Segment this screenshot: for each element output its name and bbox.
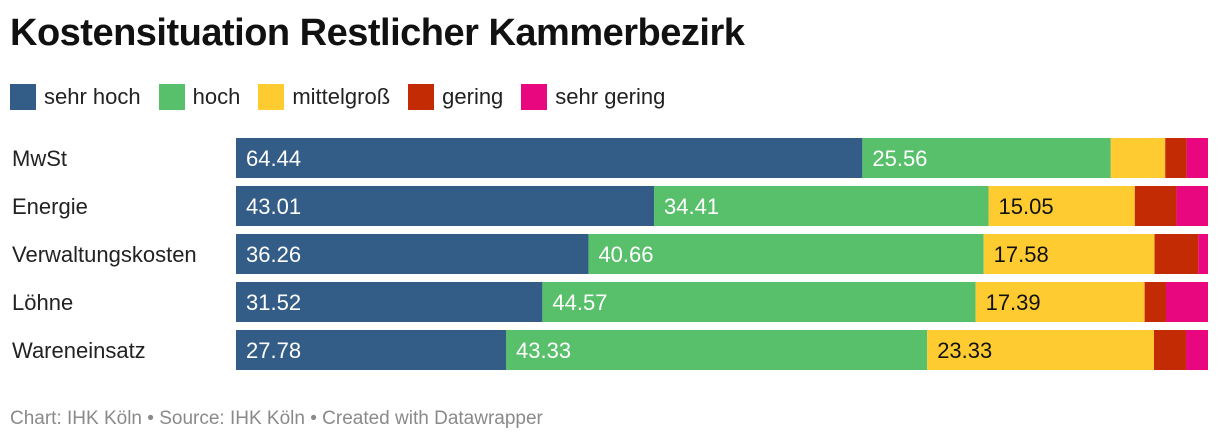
value-label-verwaltungskosten-mittelgross: 17.58: [994, 242, 1049, 267]
bar-wareneinsatz-sehr-hoch: [236, 330, 507, 370]
bar-loehne-hoch: [542, 282, 976, 322]
bar-loehne-gering: [1144, 282, 1167, 322]
value-label-wareneinsatz-mittelgross: 23.33: [937, 338, 992, 363]
value-label-mwst-sehr-hoch: 64.44: [246, 146, 301, 171]
legend-item-hoch: hoch: [158, 84, 241, 110]
value-label-energie-mittelgross: 15.05: [999, 194, 1054, 219]
bar-energie-sehr-gering: [1176, 186, 1208, 226]
legend-label-sehr-gering: sehr gering: [555, 84, 666, 109]
value-label-energie-sehr-hoch: 43.01: [246, 194, 301, 219]
category-label-verwaltungskosten: Verwaltungskosten: [12, 242, 197, 267]
value-label-wareneinsatz-sehr-hoch: 27.78: [246, 338, 301, 363]
bar-energie-hoch: [654, 186, 989, 226]
value-label-loehne-hoch: 44.57: [552, 290, 607, 315]
legend-swatch-sehr-hoch: [10, 84, 36, 110]
bar-mwst-sehr-gering: [1186, 138, 1208, 178]
bar-loehne-sehr-hoch: [236, 282, 543, 322]
value-label-verwaltungskosten-hoch: 40.66: [598, 242, 653, 267]
bar-wareneinsatz-hoch: [506, 330, 928, 370]
bar-verwaltungskosten-sehr-hoch: [236, 234, 589, 274]
category-label-wareneinsatz: Wareneinsatz: [12, 338, 146, 363]
bar-energie-gering: [1134, 186, 1177, 226]
bar-mwst-gering: [1165, 138, 1187, 178]
bar-mwst-hoch: [862, 138, 1111, 178]
bar-loehne-mittelgross: [975, 282, 1145, 322]
legend-label-sehr-hoch: sehr hoch: [44, 84, 141, 109]
legend-label-hoch: hoch: [192, 84, 241, 109]
legend-item-gering: gering: [408, 84, 503, 110]
chart-title: Kostensituation Restlicher Kammerbezirk: [10, 12, 745, 54]
bar-wareneinsatz-gering: [1153, 330, 1187, 370]
bar-wareneinsatz-sehr-gering: [1186, 330, 1208, 370]
bar-wareneinsatz-mittelgross: [927, 330, 1154, 370]
category-label-mwst: MwSt: [12, 146, 67, 171]
chart-footer: Chart: IHK Köln • Source: IHK Köln • Cre…: [10, 408, 543, 429]
legend-label-mittelgross: mittelgroß: [292, 84, 391, 109]
value-label-loehne-mittelgross: 17.39: [986, 290, 1041, 315]
legend-item-sehr-hoch: sehr hoch: [10, 84, 141, 110]
bar-mwst-mittelgross: [1110, 138, 1166, 178]
bar-verwaltungskosten-hoch: [588, 234, 984, 274]
category-label-energie: Energie: [12, 194, 88, 219]
stacked-bar-chart: MwSt 64.44 25.56 Energie 43.01 34.41 15.05 Verw…: [12, 138, 1208, 370]
legend: sehr hoch hoch mittelgroß gering sehr ge…: [10, 82, 683, 112]
bar-loehne-sehr-gering: [1166, 282, 1208, 322]
legend-swatch-mittelgross: [258, 84, 285, 110]
value-label-energie-hoch: 34.41: [664, 194, 719, 219]
value-label-loehne-sehr-hoch: 31.52: [246, 290, 301, 315]
legend-item-sehr-gering: sehr gering: [521, 84, 665, 110]
legend-swatch-gering: [408, 84, 435, 110]
legend-label-gering: gering: [442, 84, 504, 109]
value-label-mwst-hoch: 25.56: [872, 146, 927, 171]
legend-swatch-hoch: [158, 84, 185, 110]
value-label-wareneinsatz-hoch: 43.33: [516, 338, 571, 363]
legend-swatch-sehr-gering: [521, 84, 548, 110]
bar-energie-sehr-hoch: [236, 186, 655, 226]
bar-verwaltungskosten-mittelgross: [983, 234, 1155, 274]
legend-item-mittelgross: mittelgroß: [258, 84, 390, 110]
bar-mwst-sehr-hoch: [236, 138, 863, 178]
bar-energie-mittelgross: [988, 186, 1135, 226]
value-label-verwaltungskosten-sehr-hoch: 36.26: [246, 242, 301, 267]
bar-verwaltungskosten-gering: [1154, 234, 1199, 274]
category-label-loehne: Löhne: [12, 290, 73, 315]
bar-verwaltungskosten-sehr-gering: [1198, 234, 1208, 274]
